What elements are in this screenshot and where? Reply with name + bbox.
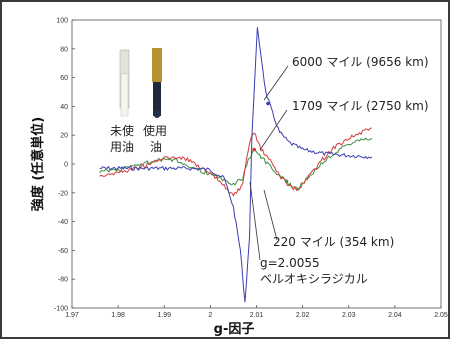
x-tick-label: 1.99 [157,312,171,319]
x-tick-label: 1.98 [111,312,125,319]
used-oil-caption-line2: 油 [150,140,162,154]
unused-oil-caption-line2: 用油 [110,140,134,154]
series-line-2 [99,137,373,192]
annotation-leader-g [249,181,261,261]
y-tick-label: 80 [60,46,68,53]
x-tick-label: 2.04 [388,312,402,319]
y-tick-label: 20 [60,133,68,140]
x-tick-label: 1.97 [65,312,79,319]
y-tick-label: -20 [58,190,68,197]
annotation-leader-6000 [263,65,289,101]
annotation-marker-1 [252,147,256,152]
y-tick-label: 60 [60,75,68,82]
y-tick-label: -80 [58,277,68,284]
used-oil-tube-cap [152,48,162,82]
y-tick-label: 40 [60,104,68,111]
oil-sample-photo [119,48,162,118]
annotation-1709-miles: 1709 マイル (2750 km) [292,99,429,113]
x-tick-label: 2 [208,312,212,319]
used-oil-tube-image [153,82,161,116]
x-axis-label: g-因子 [214,322,255,337]
series-line-0 [99,27,373,303]
annotation-leader-220 [263,189,278,241]
annotation-6000-miles: 6000 マイル (9656 km) [292,55,429,69]
y-tick-label: 100 [56,18,68,25]
unused-oil-tube-tip [120,73,129,117]
x-tick-label: 2.01 [250,312,264,319]
annotation-marker-2 [284,179,289,184]
annotation-peroxy-radical: ベルオキシラジカル [260,272,368,286]
annotation-g-value: g=2.0055 [260,256,320,270]
series-line-1 [99,127,372,197]
x-tick-label: 2.05 [434,312,448,319]
y-axis-label: 強度 (任意単位) [30,117,46,211]
y-tick-label: -40 [58,219,68,226]
used-oil-caption-line1: 使用 [143,123,167,138]
x-tick-label: 2.02 [296,312,310,319]
used-oil-tube-tip [153,110,161,118]
y-tick-label: 0 [64,162,68,169]
annotation-220-miles: 220 マイル (354 km) [273,235,394,249]
annotation-marker-0 [266,101,270,106]
annotation-leader-1709 [259,109,288,151]
y-tick-label: -100 [54,306,68,313]
x-tick-label: 2.03 [342,312,356,319]
y-tick-label: -60 [58,248,68,255]
unused-oil-caption-line1: 未使 [110,123,134,138]
